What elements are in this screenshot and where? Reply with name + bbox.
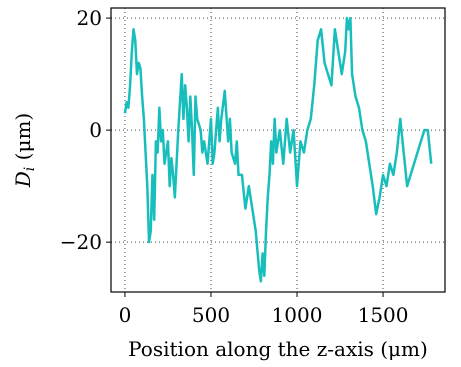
x-tick-label: 1000 [272,303,323,327]
y-tick-label: 0 [89,118,102,142]
y-label-sub: i [22,167,38,171]
x-tick-label: 0 [119,303,132,327]
y-axis-label: Di (μm) [11,113,38,188]
x-axis-label: Position along the z-axis (μm) [128,337,428,361]
x-tick-label: 500 [192,303,230,327]
data-line [123,16,433,283]
y-tick-label: −20 [60,230,102,254]
plot-frame [110,7,446,293]
y-label-rest: (μm) [11,113,35,167]
y-label-main: D [11,171,35,188]
y-tick-label: 20 [77,6,102,30]
x-tick-label: 1500 [358,303,409,327]
